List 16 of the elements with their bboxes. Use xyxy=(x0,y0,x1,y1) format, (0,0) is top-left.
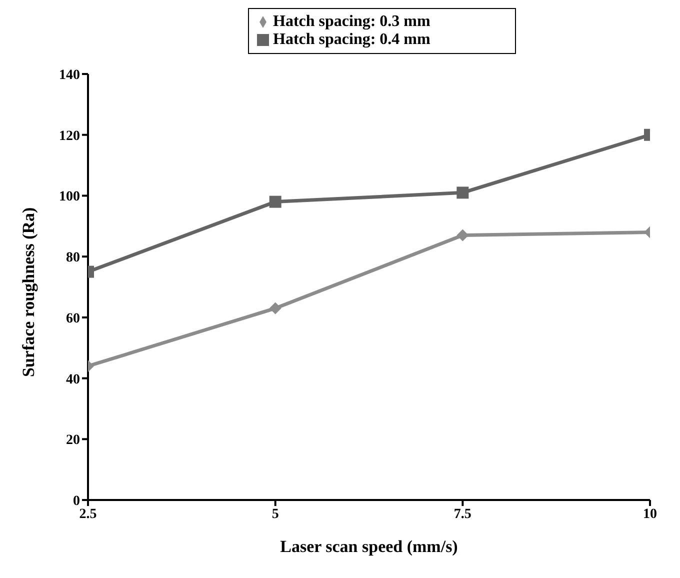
y-tick-label: 20 xyxy=(66,433,80,448)
y-tick-label: 0 xyxy=(73,494,80,509)
y-tick-label: 40 xyxy=(66,372,80,388)
y-tick-label: 120 xyxy=(59,128,80,144)
x-tick-label: 7.5 xyxy=(454,506,472,522)
x-tick-label: 10 xyxy=(643,506,657,522)
x-tick-label: 2.5 xyxy=(79,506,97,522)
legend-label: Hatch spacing: 0.4 mm xyxy=(273,31,430,48)
y-axis-title: Surface roughness (Ra) xyxy=(19,207,38,377)
x-tick-label: 5 xyxy=(272,506,279,522)
x-axis-title: Laser scan speed (mm/s) xyxy=(280,537,458,556)
y-tick-label: 140 xyxy=(59,68,80,83)
y-tick-label: 80 xyxy=(66,250,80,266)
y-tick-label: 60 xyxy=(66,311,80,326)
legend-label: Hatch spacing: 0.3 mm xyxy=(273,13,430,30)
y-tick-label: 100 xyxy=(59,190,80,205)
